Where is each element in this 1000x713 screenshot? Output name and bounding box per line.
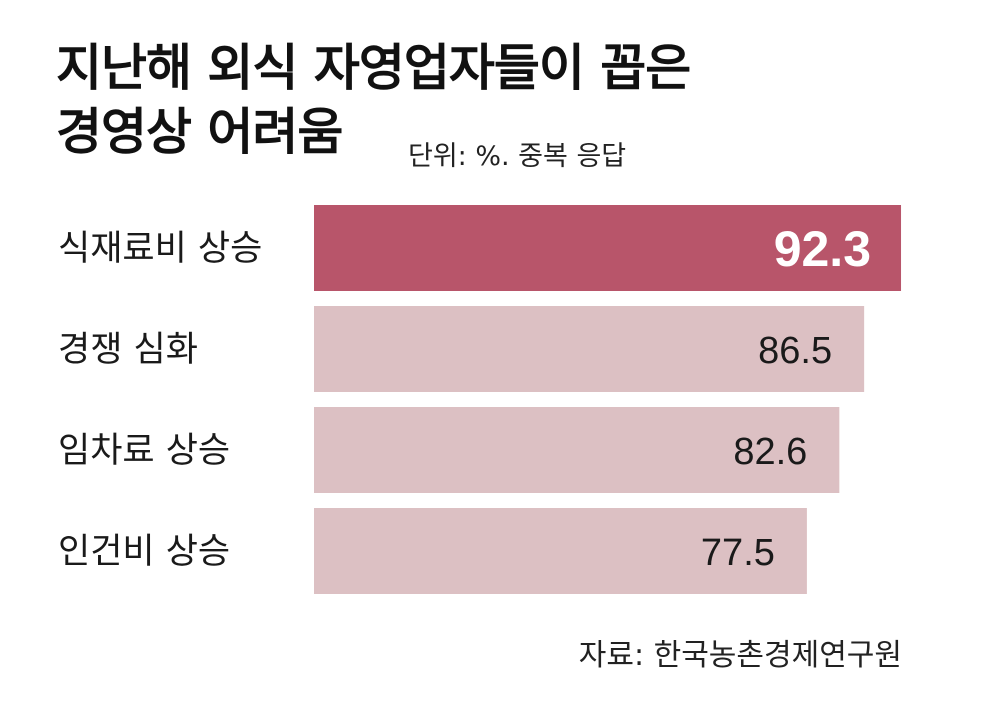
bar [314, 306, 865, 392]
value-label: 82.6 [733, 431, 807, 473]
value-label: 86.5 [758, 330, 832, 372]
bar [314, 508, 807, 594]
unit-note: 단위: %. 중복 응답 [408, 141, 627, 172]
bars-layer: 식재료비 상승 92.3 경쟁 심화 86.5 임차료 상승 82.6 인건비 상승 77.5 [58, 205, 902, 594]
category-label: 임차료 상승 [58, 431, 230, 471]
chart-title: 지난해 외식 자영업자들이 꼽은 경영상 어려움 [56, 36, 691, 164]
bar [314, 407, 840, 493]
category-label: 인건비 상승 [58, 532, 230, 572]
category-label: 경쟁 심화 [58, 330, 198, 370]
value-label: 77.5 [701, 532, 775, 574]
source-note: 자료: 한국농촌경제연구원 [578, 638, 902, 673]
chart-title-line-1: 지난해 외식 자영업자들이 꼽은 [56, 39, 691, 97]
chart-title-line-2: 경영상 어려움 [56, 103, 343, 161]
value-label: 92.3 [774, 221, 871, 277]
bar [314, 205, 902, 291]
category-label: 식재료비 상승 [58, 229, 262, 269]
